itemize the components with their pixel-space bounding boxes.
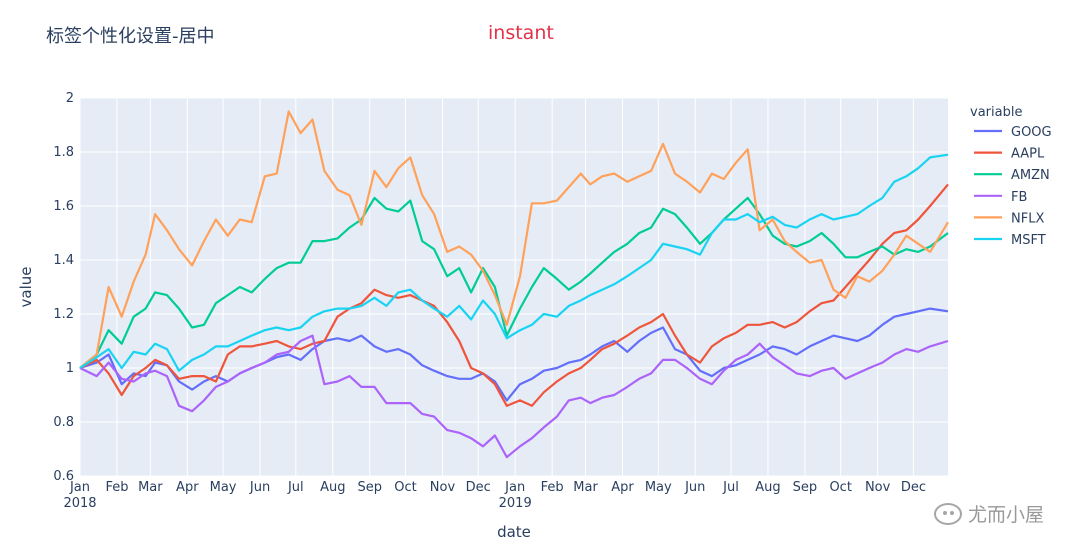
x-tick-label: May: [645, 480, 672, 495]
x-tick-year: 2019: [499, 496, 532, 511]
x-tick-label: Mar: [138, 480, 163, 495]
x-tick-label: Nov: [430, 480, 456, 495]
legend-title: variable: [970, 105, 1022, 120]
series-line-amzn: [79, 196, 949, 369]
series-line-fb: [79, 334, 949, 459]
legend-label: AMZN: [1011, 168, 1050, 183]
legend-item-amzn[interactable]: AMZN: [974, 168, 1050, 183]
wechat-icon: [933, 502, 962, 525]
y-axis-title: value: [17, 267, 35, 308]
x-tick-label: Aug: [755, 480, 780, 495]
series-line-aapl: [79, 183, 949, 407]
x-tick-label: Jan: [69, 480, 90, 495]
x-tick-label: Mar: [573, 480, 598, 495]
legend-item-nflx[interactable]: NFLX: [974, 211, 1044, 226]
x-tick-label: Dec: [466, 480, 491, 495]
y-tick-label: 2: [66, 91, 74, 106]
y-tick-label: 1.6: [53, 199, 74, 214]
legend-item-fb[interactable]: FB: [974, 190, 1027, 205]
y-tick-label: 1: [66, 361, 74, 376]
legend-label: GOOG: [1011, 125, 1052, 140]
plot-area: [80, 98, 948, 476]
legend-label: NFLX: [1011, 211, 1044, 226]
legend-label: FB: [1011, 190, 1027, 205]
x-tick-label: May: [210, 480, 237, 495]
legend-item-aapl[interactable]: AAPL: [974, 147, 1045, 162]
y-tick-label: 0.8: [53, 415, 74, 430]
x-tick-label: Jul: [287, 480, 304, 495]
page-title: 标签个性化设置-居中: [46, 26, 215, 47]
x-tick-label: Apr: [176, 480, 199, 495]
x-tick-label: Feb: [105, 480, 128, 495]
x-tick-label: Jan: [504, 480, 525, 495]
x-tick-year: 2018: [63, 496, 96, 511]
x-tick-label: Jul: [722, 480, 739, 495]
series-layer: [79, 110, 949, 459]
x-tick-label: Apr: [611, 480, 634, 495]
y-tick-label: 1.8: [53, 145, 74, 160]
x-tick-label: Oct: [394, 480, 416, 495]
legend-label: AAPL: [1011, 147, 1045, 162]
y-axis: 0.6 0.8 1 1.2 1.4 1.6 1.8 2: [53, 91, 74, 484]
x-tick-label: Feb: [541, 480, 564, 495]
x-axis-title: date: [497, 523, 531, 541]
series-line-nflx: [79, 110, 949, 369]
x-tick-label: Jun: [249, 480, 270, 495]
y-tick-label: 0.6: [53, 469, 74, 484]
legend[interactable]: variable GOOG AAPL AMZN FB NFLX MSFT: [970, 105, 1052, 248]
x-tick-label: Jun: [684, 480, 705, 495]
chart-title: instant: [488, 22, 554, 44]
watermark: 尤而小屋: [933, 500, 1044, 527]
x-tick-label: Aug: [320, 480, 345, 495]
gridlines: [79, 97, 948, 477]
series-line-goog: [79, 307, 949, 402]
x-tick-label: Sep: [793, 480, 818, 495]
legend-label: MSFT: [1011, 233, 1046, 248]
series-line-msft: [79, 153, 949, 372]
x-tick-label: Sep: [357, 480, 382, 495]
x-tick-label: Oct: [829, 480, 851, 495]
legend-item-goog[interactable]: GOOG: [974, 125, 1052, 140]
x-tick-label: Dec: [901, 480, 926, 495]
y-tick-label: 1.2: [53, 307, 74, 322]
legend-item-msft[interactable]: MSFT: [974, 233, 1046, 248]
watermark-text: 尤而小屋: [967, 504, 1044, 526]
x-tick-label: Nov: [865, 480, 891, 495]
y-tick-label: 1.4: [53, 253, 74, 268]
